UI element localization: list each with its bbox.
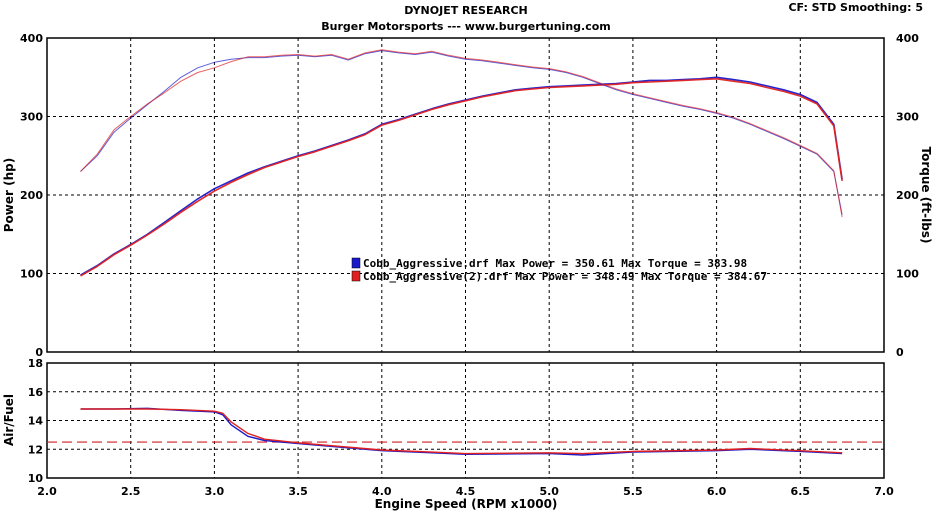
torque-tick-label: 200 xyxy=(896,189,919,202)
x-tick-label: 4.0 xyxy=(372,485,392,498)
power-line-run2 xyxy=(80,78,843,277)
legend-entry-run1: Cobb_Aggressive.drf Max Power = 350.61 M… xyxy=(363,257,747,270)
legend-entry-run2: Cobb_Aggressive(2).drf Max Power = 348.4… xyxy=(363,270,767,283)
power-axis-label: Power (hp) xyxy=(2,158,16,232)
power-torque-grid xyxy=(47,38,884,352)
x-tick-label: 5.0 xyxy=(539,485,559,498)
power-torque-series xyxy=(80,49,843,277)
x-tick-label: 5.5 xyxy=(623,485,643,498)
torque-line-run1 xyxy=(80,50,843,215)
air-fuel-tick-label: 14 xyxy=(28,415,44,428)
torque-tick-label: 300 xyxy=(896,111,919,124)
air-fuel-tick-label: 16 xyxy=(28,386,44,399)
air-fuel-tick-label: 10 xyxy=(28,472,44,485)
torque-tick-label: 100 xyxy=(896,268,919,281)
torque-tick-label: 400 xyxy=(896,32,919,45)
power-tick-label: 400 xyxy=(20,32,43,45)
x-axis-ticks: 2.0 2.5 3.0 3.5 4.0 4.5 5.0 5.5 6.0 6.5 7.0 xyxy=(37,485,894,498)
chart-subtitle: Burger Motorsports --- www.burgertuning.… xyxy=(321,20,611,33)
chart-title: DYNOJET RESEARCH xyxy=(404,4,527,17)
torque-tick-label: 0 xyxy=(896,346,904,359)
x-tick-label: 2.0 xyxy=(37,485,57,498)
air-fuel-grid xyxy=(47,363,884,478)
power-tick-label: 200 xyxy=(20,189,43,202)
torque-axis-label: Torque (ft-lbs) xyxy=(919,147,933,244)
x-tick-label: 2.5 xyxy=(121,485,141,498)
power-tick-label: 300 xyxy=(20,111,43,124)
x-tick-label: 4.5 xyxy=(456,485,476,498)
legend-swatch-run1 xyxy=(351,257,361,269)
legend: Cobb_Aggressive.drf Max Power = 350.61 M… xyxy=(351,257,767,283)
settings-label: CF: STD Smoothing: 5 xyxy=(788,1,923,14)
x-tick-label: 3.5 xyxy=(288,485,308,498)
x-tick-label: 3.0 xyxy=(205,485,225,498)
x-axis-label: Engine Speed (RPM x1000) xyxy=(375,497,558,511)
air-fuel-line-run2 xyxy=(80,408,843,455)
power-tick-label: 0 xyxy=(35,346,43,359)
x-tick-label: 6.0 xyxy=(707,485,727,498)
air-fuel-series xyxy=(80,407,843,456)
legend-swatch-run2 xyxy=(351,270,361,282)
power-tick-label: 100 xyxy=(20,268,43,281)
air-fuel-tick-label: 18 xyxy=(28,357,43,370)
air-fuel-tick-label: 12 xyxy=(28,443,43,456)
air-fuel-ticks: 10 12 14 16 18 xyxy=(28,357,44,485)
x-tick-label: 6.5 xyxy=(791,485,811,498)
torque-line-run2 xyxy=(80,49,843,218)
power-torque-ticks: 0 100 200 300 400 0 100 200 300 400 xyxy=(20,32,919,359)
x-tick-label: 7.0 xyxy=(874,485,894,498)
air-fuel-axis-label: Air/Fuel xyxy=(2,394,16,446)
